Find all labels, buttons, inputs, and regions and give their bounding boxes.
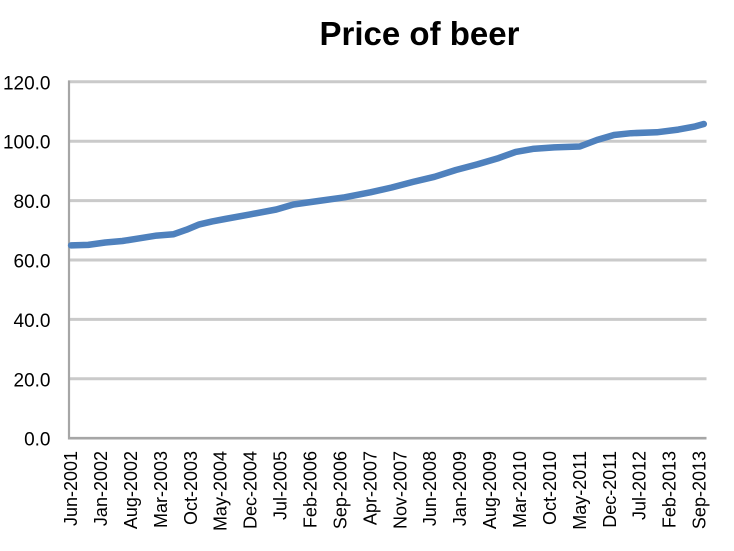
svg-text:Mar-2010: Mar-2010 <box>510 451 530 528</box>
svg-text:Apr-2007: Apr-2007 <box>360 451 380 525</box>
svg-text:Oct-2010: Oct-2010 <box>540 451 560 525</box>
svg-text:40.0: 40.0 <box>14 311 51 332</box>
svg-text:20.0: 20.0 <box>14 370 51 391</box>
svg-text:Jul-2005: Jul-2005 <box>271 451 291 520</box>
svg-text:Jul-2012: Jul-2012 <box>630 451 650 520</box>
svg-text:Mar-2003: Mar-2003 <box>151 451 171 528</box>
svg-text:120.0: 120.0 <box>3 73 51 94</box>
svg-text:Sep-2013: Sep-2013 <box>690 451 710 529</box>
svg-text:Dec-2004: Dec-2004 <box>241 451 261 529</box>
svg-text:Jan-2002: Jan-2002 <box>91 451 111 526</box>
svg-text:Jun-2001: Jun-2001 <box>61 451 81 526</box>
svg-text:Oct-2003: Oct-2003 <box>181 451 201 525</box>
svg-text:80.0: 80.0 <box>14 192 51 213</box>
svg-text:Feb-2013: Feb-2013 <box>660 451 680 528</box>
svg-text:100.0: 100.0 <box>3 133 51 154</box>
svg-text:0.0: 0.0 <box>24 430 50 451</box>
svg-text:Aug-2009: Aug-2009 <box>480 451 500 529</box>
svg-text:Price of beer: Price of beer <box>320 15 520 52</box>
svg-text:Aug-2002: Aug-2002 <box>121 451 141 529</box>
svg-text:May-2004: May-2004 <box>211 451 231 531</box>
svg-text:Jun-2008: Jun-2008 <box>420 451 440 526</box>
svg-text:May-2011: May-2011 <box>570 451 590 530</box>
svg-text:Feb-2006: Feb-2006 <box>301 451 321 528</box>
svg-text:Nov-2007: Nov-2007 <box>390 451 410 529</box>
svg-text:Jan-2009: Jan-2009 <box>450 451 470 526</box>
svg-text:Dec-2011: Dec-2011 <box>600 451 620 528</box>
svg-text:60.0: 60.0 <box>14 252 51 273</box>
svg-text:Sep-2006: Sep-2006 <box>330 451 350 529</box>
